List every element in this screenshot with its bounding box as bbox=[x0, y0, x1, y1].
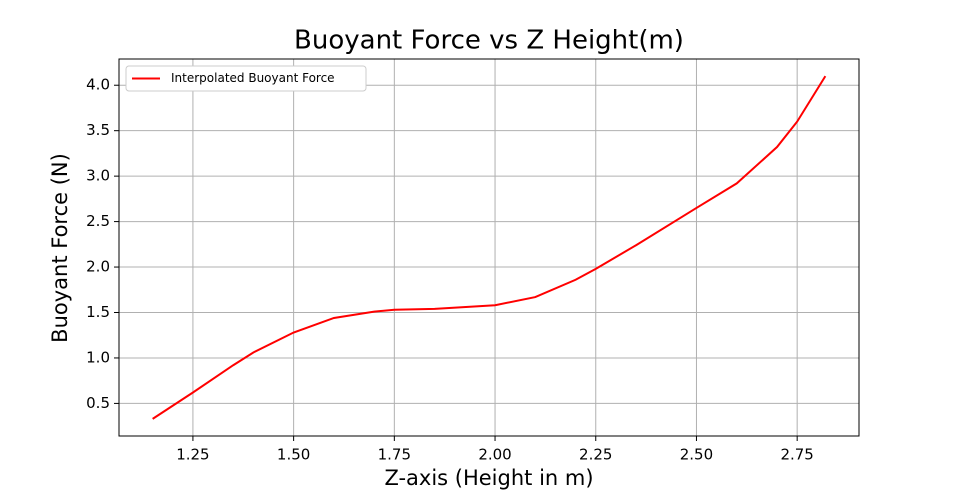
legend-box bbox=[125, 65, 367, 92]
data-line bbox=[152, 75, 827, 420]
y-tick-label: 2.5 bbox=[86, 212, 110, 230]
plot-frame bbox=[118, 58, 860, 437]
legend: Interpolated Buoyant Force bbox=[125, 65, 367, 92]
y-tick-label: 2.0 bbox=[86, 258, 110, 276]
y-tick-label: 4.0 bbox=[86, 76, 110, 94]
y-tick-label: 1.5 bbox=[86, 303, 110, 321]
x-tick-label: 1.50 bbox=[277, 446, 310, 464]
y-axis-label: Buoyant Force (N) bbox=[48, 153, 72, 343]
chart-title: Buoyant Force vs Z Height(m) bbox=[294, 26, 684, 56]
y-tick-label: 3.5 bbox=[86, 121, 110, 139]
y-tick-label: 0.5 bbox=[86, 394, 110, 412]
legend-label: Interpolated Buoyant Force bbox=[171, 71, 335, 85]
x-axis-label: Z-axis (Height in m) bbox=[384, 466, 593, 490]
x-tick-label: 2.25 bbox=[579, 446, 612, 464]
x-tick-label: 1.25 bbox=[176, 446, 209, 464]
x-tick-label: 2.00 bbox=[478, 446, 511, 464]
y-tick-label: 1.0 bbox=[86, 348, 110, 366]
y-tick-label: 3.0 bbox=[86, 167, 110, 185]
x-tick-label: 2.50 bbox=[680, 446, 713, 464]
x-tick-label: 1.75 bbox=[378, 446, 411, 464]
x-tick-label: 2.75 bbox=[780, 446, 813, 464]
